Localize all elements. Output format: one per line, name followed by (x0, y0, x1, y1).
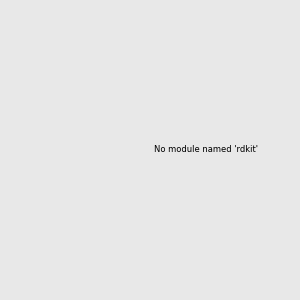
Text: No module named 'rdkit': No module named 'rdkit' (154, 145, 258, 154)
